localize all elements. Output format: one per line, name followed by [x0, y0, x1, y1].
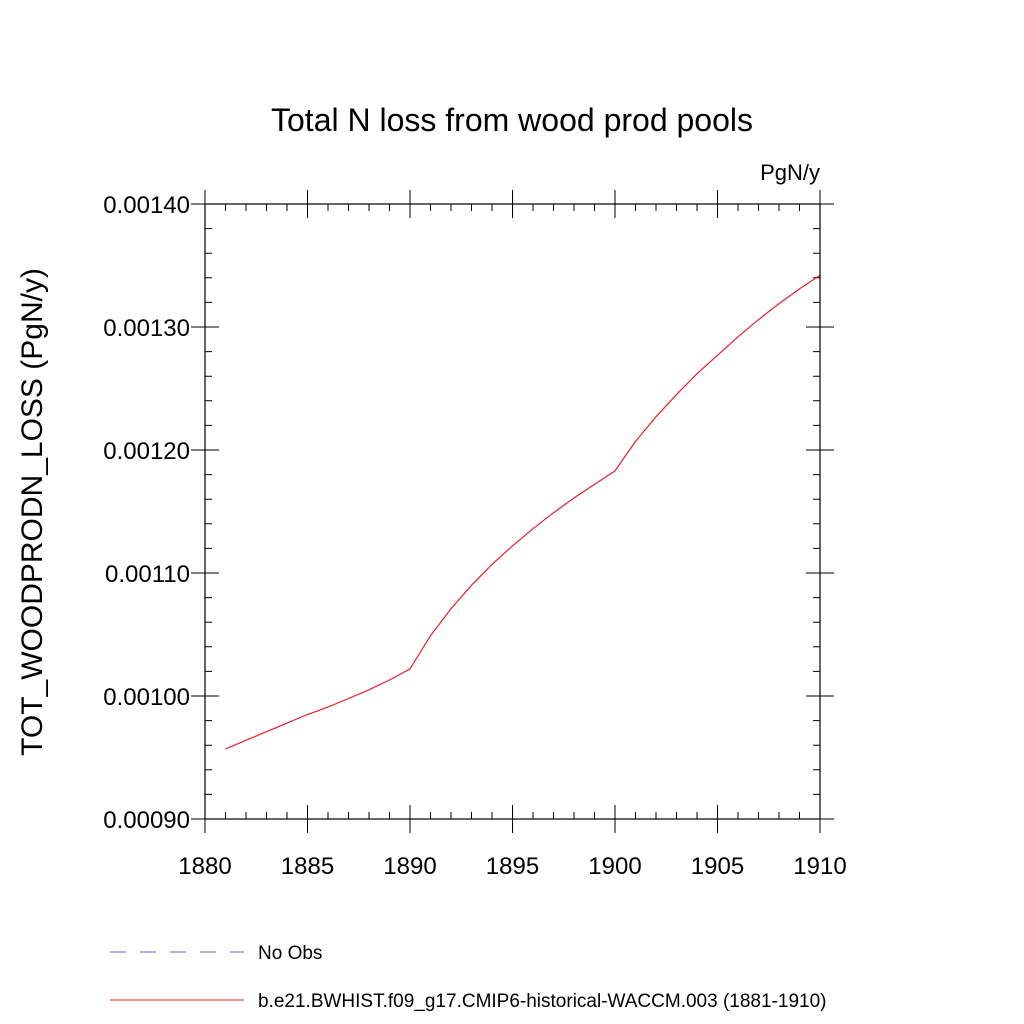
- y-tick-label: 0.00120: [103, 438, 190, 465]
- x-tick-label: 1880: [178, 853, 231, 880]
- x-tick-label: 1895: [486, 853, 539, 880]
- x-major-ticks: [204, 190, 821, 833]
- y-tick-label: 0.00130: [103, 315, 190, 342]
- y-tick-label: 0.00110: [105, 561, 190, 588]
- series-layer: [225, 274, 821, 750]
- y-minor-ticks: [205, 228, 820, 795]
- x-tick-label: 1910: [793, 853, 846, 880]
- x-tick-label: 1900: [588, 853, 641, 880]
- x-tick-labels: 1880 1885 1890 1895 1900 1905 1910: [178, 853, 846, 880]
- y-tick-label: 0.00140: [103, 192, 190, 219]
- y-tick-label: 0.00090: [103, 807, 190, 834]
- chart-title: Total N loss from wood prod pools: [271, 102, 753, 138]
- x-minor-ticks: [225, 204, 800, 819]
- x-tick-label: 1905: [691, 853, 744, 880]
- axis-ticks: [191, 190, 834, 833]
- series-line: [225, 274, 821, 750]
- x-tick-label: 1885: [281, 853, 334, 880]
- y-tick-labels: 0.00090 0.00100 0.00110 0.00120 0.00130 0.001…: [103, 192, 190, 834]
- legend-label: No Obs: [258, 943, 322, 964]
- x-tick-label: 1890: [383, 853, 436, 880]
- y-tick-label: 0.00100: [103, 684, 190, 711]
- plot-frame: [204, 203, 821, 820]
- legend-label: b.e21.BWHIST.f09_g17.CMIP6-historical-WA…: [258, 991, 826, 1012]
- y-axis-label: TOT_WOODPRODN_LOSS (PgN/y): [16, 268, 49, 756]
- legend: No Obs b.e21.BWHIST.f09_g17.CMIP6-histori…: [110, 943, 826, 1012]
- y-major-ticks: [191, 203, 834, 820]
- units-label: PgN/y: [760, 160, 820, 185]
